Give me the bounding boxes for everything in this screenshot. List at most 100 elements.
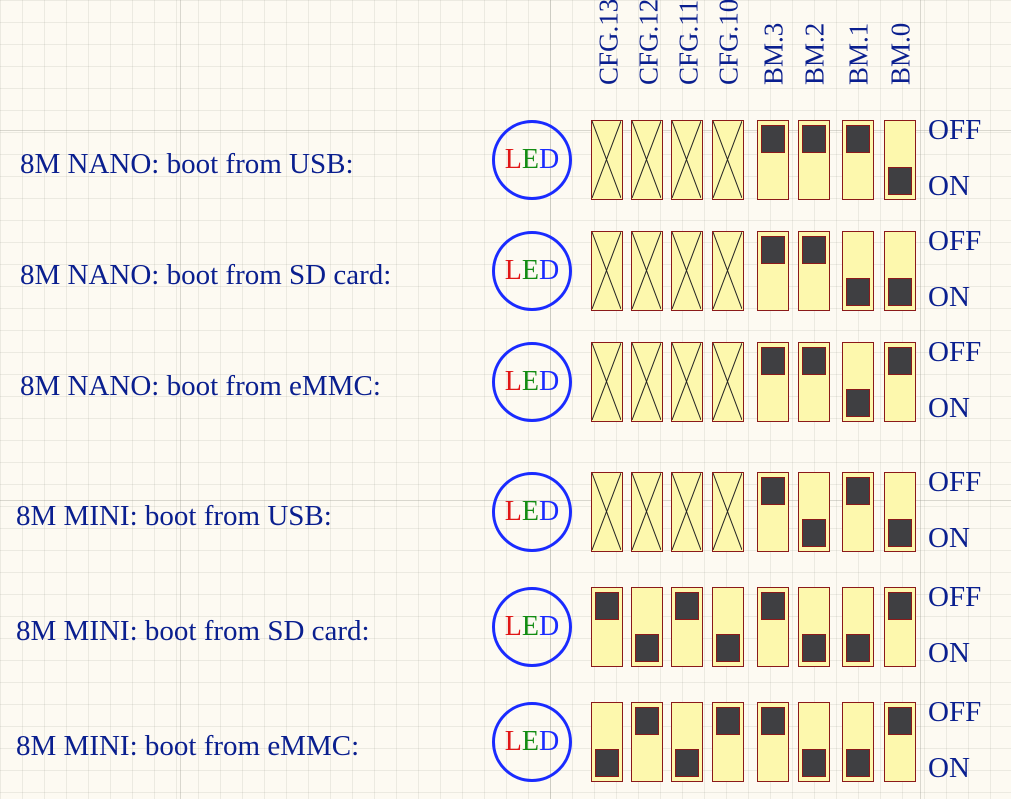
dip-switch-cfg12[interactable] [631,231,663,311]
dip-switch-bm0[interactable] [884,231,916,311]
dip-switch-cfg11[interactable] [671,702,703,782]
dip-switch-bm3[interactable] [757,702,789,782]
switch-knob-off [761,592,785,620]
dip-switch-cfg12[interactable] [631,120,663,200]
dip-switch-bm1[interactable] [842,472,874,552]
switch-knob-on [802,634,826,662]
dip-switch-bm2[interactable] [798,342,830,422]
dip-switch-cfg10[interactable] [712,120,744,200]
switch-knob-off [888,592,912,620]
dip-switch-cfg13[interactable] [591,587,623,667]
dip-switch-cfg13[interactable] [591,472,623,552]
dip-switch-bm0[interactable] [884,587,916,667]
state-label-off: OFF [928,466,982,498]
dip-switch-cfg10[interactable] [712,231,744,311]
dont-care-cross-icon [672,343,701,420]
led-letter-e: E [521,726,539,757]
dip-switch-bm2[interactable] [798,120,830,200]
dip-switch-bm1[interactable] [842,702,874,782]
dip-switch-bm2[interactable] [798,702,830,782]
led-letter-d: D [538,726,560,757]
row-label: 8M NANO: boot from SD card: [20,259,392,291]
dip-switch-cfg10[interactable] [712,472,744,552]
dip-switch-bm1[interactable] [842,231,874,311]
dip-switch-bm3[interactable] [757,120,789,200]
dip-switch-bm0[interactable] [884,702,916,782]
dip-switch-cfg13[interactable] [591,342,623,422]
dip-switch-bm3[interactable] [757,587,789,667]
dip-switch-bm1[interactable] [842,120,874,200]
column-label-cfg12: CFG.12 [632,0,666,112]
boot-config-row: 8M NANO: boot from SD card: L E D OFF ON [0,225,1011,321]
column-label-text: CFG.12 [633,0,664,85]
dip-switch-bm1[interactable] [842,342,874,422]
dip-switch-cfg11[interactable] [671,231,703,311]
dip-switch-cfg12[interactable] [631,702,663,782]
switch-knob-off [846,125,870,153]
dont-care-cross-icon [592,473,621,550]
switch-knob-on [675,749,699,777]
state-label-on: ON [928,281,970,313]
dont-care-cross-icon [632,121,661,198]
dip-switch-cfg12[interactable] [631,342,663,422]
led-letter-l: L [504,611,522,642]
led-letter-l: L [504,496,522,527]
row-label: 8M MINI: boot from eMMC: [16,730,360,762]
dip-switch-bm2[interactable] [798,472,830,552]
dip-switch-cfg11[interactable] [671,472,703,552]
dont-care-cross-icon [672,473,701,550]
dip-switch-bm0[interactable] [884,342,916,422]
state-label-on: ON [928,170,970,202]
dip-switch-bm0[interactable] [884,120,916,200]
state-label-on: ON [928,522,970,554]
switch-knob-on [888,519,912,547]
dip-switch-cfg13[interactable] [591,702,623,782]
dont-care-cross-icon [632,343,661,420]
dip-switch-cfg11[interactable] [671,342,703,422]
dip-switch-bm3[interactable] [757,231,789,311]
row-label: 8M NANO: boot from USB: [20,148,354,180]
dip-switch-bm0[interactable] [884,472,916,552]
column-label-text: CFG.10 [713,0,744,85]
dont-care-cross-icon [592,232,621,309]
dip-switch-cfg10[interactable] [712,587,744,667]
dip-switch-cfg10[interactable] [712,342,744,422]
switch-knob-off [675,592,699,620]
dip-switch-bm2[interactable] [798,231,830,311]
switch-knob-off [761,707,785,735]
led-letter-e: E [521,255,539,286]
dont-care-cross-icon [713,473,742,550]
dip-switch-bm3[interactable] [757,472,789,552]
led-letter-d: D [538,366,560,397]
column-label-bm1: BM.1 [842,0,876,112]
dip-switch-cfg10[interactable] [712,702,744,782]
dip-switch-cfg12[interactable] [631,472,663,552]
dip-switch-bm2[interactable] [798,587,830,667]
state-label-off: OFF [928,114,982,146]
dip-switch-cfg13[interactable] [591,231,623,311]
switch-knob-on [716,634,740,662]
boot-config-row: 8M NANO: boot from eMMC: L E D OFF ON [0,336,1011,432]
switch-knob-on [802,749,826,777]
dip-switch-cfg13[interactable] [591,120,623,200]
state-label-on: ON [928,637,970,669]
led-letter-d: D [538,496,560,527]
led-letter-d: D [538,255,560,286]
switch-knob-off [635,707,659,735]
boot-config-row: 8M MINI: boot from USB: L E D OFF ON [0,466,1011,562]
dip-switch-cfg11[interactable] [671,587,703,667]
led-letter-d: D [538,144,560,175]
dip-switch-cfg12[interactable] [631,587,663,667]
dip-switch-bm3[interactable] [757,342,789,422]
grid-line [180,0,181,799]
column-label-text: CFG.13 [593,0,624,85]
switch-knob-on [802,519,826,547]
switch-knob-off [761,347,785,375]
column-label-bm2: BM.2 [798,0,832,112]
dip-switch-cfg11[interactable] [671,120,703,200]
led-letter-d: D [538,611,560,642]
dip-switch-bm1[interactable] [842,587,874,667]
dont-care-cross-icon [592,121,621,198]
